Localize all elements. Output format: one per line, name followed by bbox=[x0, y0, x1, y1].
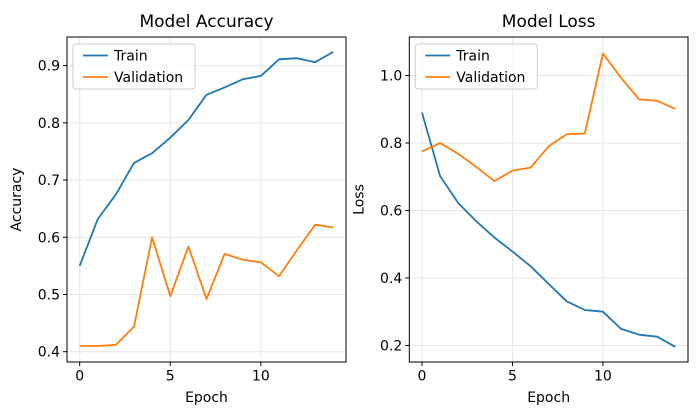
chart-title: Model Accuracy bbox=[139, 12, 273, 32]
train-line bbox=[421, 112, 676, 348]
validation-line bbox=[421, 52, 676, 183]
accuracy-chart: 0 5 10 0.4 0.5 0.6 0.7 0.8 0.9 Model Accuracy Epoc… bbox=[9, 12, 347, 406]
legend: Train Validation bbox=[414, 43, 538, 90]
y-tick-label: 0.6 bbox=[380, 203, 402, 219]
y-tick-label: 1.0 bbox=[380, 68, 402, 84]
y-tick-label: 0.2 bbox=[380, 338, 402, 354]
y-axis-label: Loss bbox=[351, 184, 367, 215]
x-axis-label: Epoch bbox=[185, 390, 228, 406]
y-tick-label: 0.7 bbox=[38, 173, 60, 189]
legend-label-validation: Validation bbox=[114, 70, 183, 86]
axes-spines bbox=[408, 36, 689, 363]
x-tick-label: 5 bbox=[166, 369, 175, 385]
y-tick-label: 0.8 bbox=[380, 136, 402, 152]
y-tick-label: 0.4 bbox=[380, 271, 402, 287]
x-tick-label: 0 bbox=[75, 369, 84, 385]
y-axis-label: Accuracy bbox=[9, 168, 25, 232]
validation-line bbox=[79, 223, 334, 347]
subplot-model-accuracy: 0 5 10 0.4 0.5 0.6 0.7 0.8 0.9 Model Accuracy Epoc… bbox=[9, 12, 347, 406]
y-tick-label: 0.4 bbox=[38, 345, 60, 361]
y-tick-label: 0.8 bbox=[38, 116, 60, 132]
y-tick-label: 0.5 bbox=[38, 287, 60, 303]
axes-spines bbox=[66, 36, 347, 363]
chart-title: Model Loss bbox=[502, 12, 596, 32]
x-axis-label: Epoch bbox=[527, 390, 570, 406]
legend-label-validation: Validation bbox=[456, 70, 525, 86]
x-tick-label: 10 bbox=[594, 369, 612, 385]
legend: Train Validation bbox=[72, 43, 196, 90]
train-line bbox=[78, 51, 334, 267]
x-tick-label: 0 bbox=[418, 369, 427, 385]
x-tick-label: 10 bbox=[252, 369, 270, 385]
y-tick-label: 0.9 bbox=[38, 59, 60, 75]
loss-chart: 0 5 10 0.2 0.4 0.6 0.8 1.0 Model Loss Epoch Loss Tr… bbox=[351, 12, 689, 406]
y-tick-label: 0.6 bbox=[38, 230, 60, 246]
x-tick-label: 5 bbox=[508, 369, 517, 385]
legend-label-train: Train bbox=[113, 49, 148, 65]
legend-label-train: Train bbox=[455, 49, 490, 65]
subplot-model-loss: 0 5 10 0.2 0.4 0.6 0.8 1.0 Model Loss Epoch Loss Tr… bbox=[350, 0, 700, 420]
